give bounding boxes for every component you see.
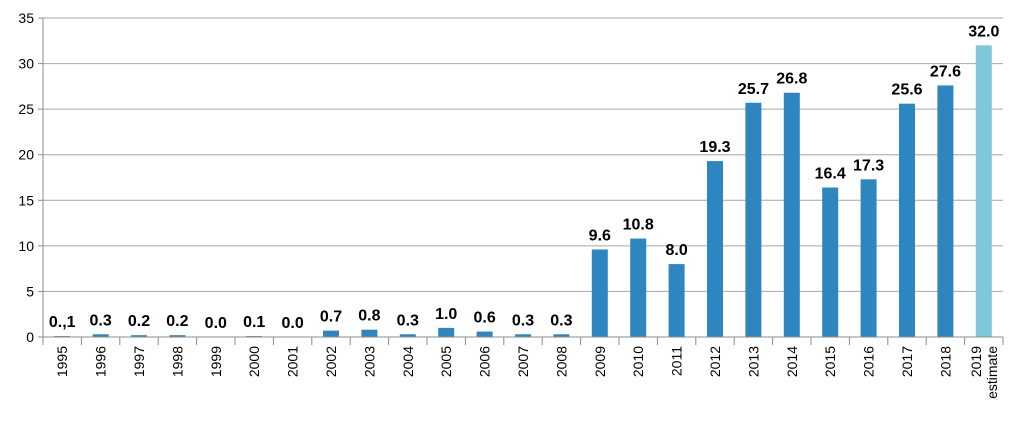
bar	[899, 103, 915, 337]
data-label: 0.3	[397, 312, 419, 329]
x-tick-label: 2015	[822, 346, 838, 377]
x-tick-label: 2011	[669, 346, 685, 376]
y-tick-label: 10	[18, 238, 34, 254]
data-label: 0.3	[512, 312, 534, 329]
data-label: 25.6	[891, 82, 922, 99]
x-tick-label: 1996	[93, 346, 109, 377]
bar	[591, 249, 608, 337]
gridlines	[43, 17, 1003, 292]
bar	[169, 335, 186, 337]
x-tick-label: 2010	[630, 346, 646, 377]
bar	[361, 329, 378, 337]
data-label: 0.7	[320, 309, 342, 326]
x-tick-label: 2012	[707, 346, 723, 377]
bar	[630, 238, 647, 337]
data-labels: 0.,1 0.3 0.2 0.2 0.0 0.1 0.0 0.7 0.8 0.3 1.0 0.6 0.3…	[49, 23, 1000, 332]
x-tick-label: 2008	[553, 346, 569, 377]
data-label: 10.8	[623, 217, 654, 234]
data-label: 8.0	[665, 242, 687, 259]
x-tick-label: 2019	[968, 346, 984, 377]
bar	[92, 334, 109, 337]
x-tick-label: 1998	[169, 346, 185, 377]
data-label: 0.6	[473, 310, 495, 327]
bar	[975, 45, 992, 337]
data-label: 16.4	[815, 166, 846, 183]
data-label: 0.8	[358, 308, 380, 325]
bar	[553, 334, 570, 337]
y-tick-label: 5	[26, 283, 34, 299]
bar	[476, 331, 493, 337]
data-label: 25.7	[738, 81, 769, 98]
data-label: 1.0	[435, 306, 457, 323]
x-tick-label: estimate	[984, 346, 1000, 399]
data-label: 0.,1	[49, 314, 76, 331]
data-label: 27.6	[930, 63, 961, 80]
x-tick-label: 2017	[899, 346, 915, 377]
data-label: 17.3	[853, 157, 884, 174]
data-label: 19.3	[699, 139, 730, 156]
data-label: 32.0	[968, 23, 999, 40]
x-tick-label: 2009	[592, 346, 608, 377]
y-tick-label: 25	[18, 101, 34, 117]
x-tick-label: 1995	[54, 346, 70, 377]
y-axis-ticks: 0 5 10 15 20 25 30 35	[18, 10, 44, 345]
data-label: 0.3	[89, 312, 111, 329]
data-label: 0.2	[166, 313, 188, 330]
x-tick-label: 2002	[323, 346, 339, 377]
y-tick-label: 30	[18, 56, 34, 72]
x-tick-label: 2013	[745, 346, 761, 377]
data-label: 9.6	[589, 228, 611, 245]
x-tick-label: 2003	[361, 346, 377, 377]
data-label: 0.3	[550, 312, 572, 329]
data-label: 0.2	[128, 313, 150, 330]
bar	[668, 264, 685, 337]
bar	[860, 179, 877, 337]
bar	[937, 85, 954, 338]
x-tick-label: 2016	[861, 346, 877, 377]
bar	[822, 187, 839, 337]
data-label: 26.8	[776, 71, 807, 88]
x-tick-label: 2005	[438, 346, 454, 377]
x-tick-label: 2000	[246, 346, 262, 377]
x-tick-label: 2001	[285, 346, 301, 377]
bar	[399, 334, 416, 337]
bars	[54, 45, 992, 338]
bar	[515, 334, 531, 337]
bar	[438, 327, 455, 337]
data-label: 0.0	[205, 315, 227, 332]
y-tick-label: 15	[18, 192, 34, 208]
x-tick-label: 2007	[515, 346, 531, 377]
data-label: 0.0	[281, 315, 303, 332]
x-axis-ticks: 1995 1996 1997 1998 1999 2000 2001 2002 2003 2004…	[42, 337, 1004, 399]
bar	[323, 330, 339, 337]
y-tick-label: 0	[26, 329, 34, 345]
x-tick-label: 2014	[784, 346, 800, 377]
x-tick-label: 2018	[937, 346, 953, 377]
x-tick-label: 1997	[131, 346, 147, 377]
bar	[707, 161, 723, 337]
y-tick-label: 20	[18, 147, 34, 163]
bar	[131, 335, 147, 337]
bar	[783, 92, 800, 337]
y-tick-label: 35	[18, 10, 34, 26]
x-tick-label: 2004	[400, 346, 416, 377]
x-tick-label: 1999	[208, 346, 224, 377]
bar	[745, 102, 762, 338]
data-label: 0.1	[243, 314, 265, 331]
x-tick-label: 2006	[477, 346, 493, 377]
